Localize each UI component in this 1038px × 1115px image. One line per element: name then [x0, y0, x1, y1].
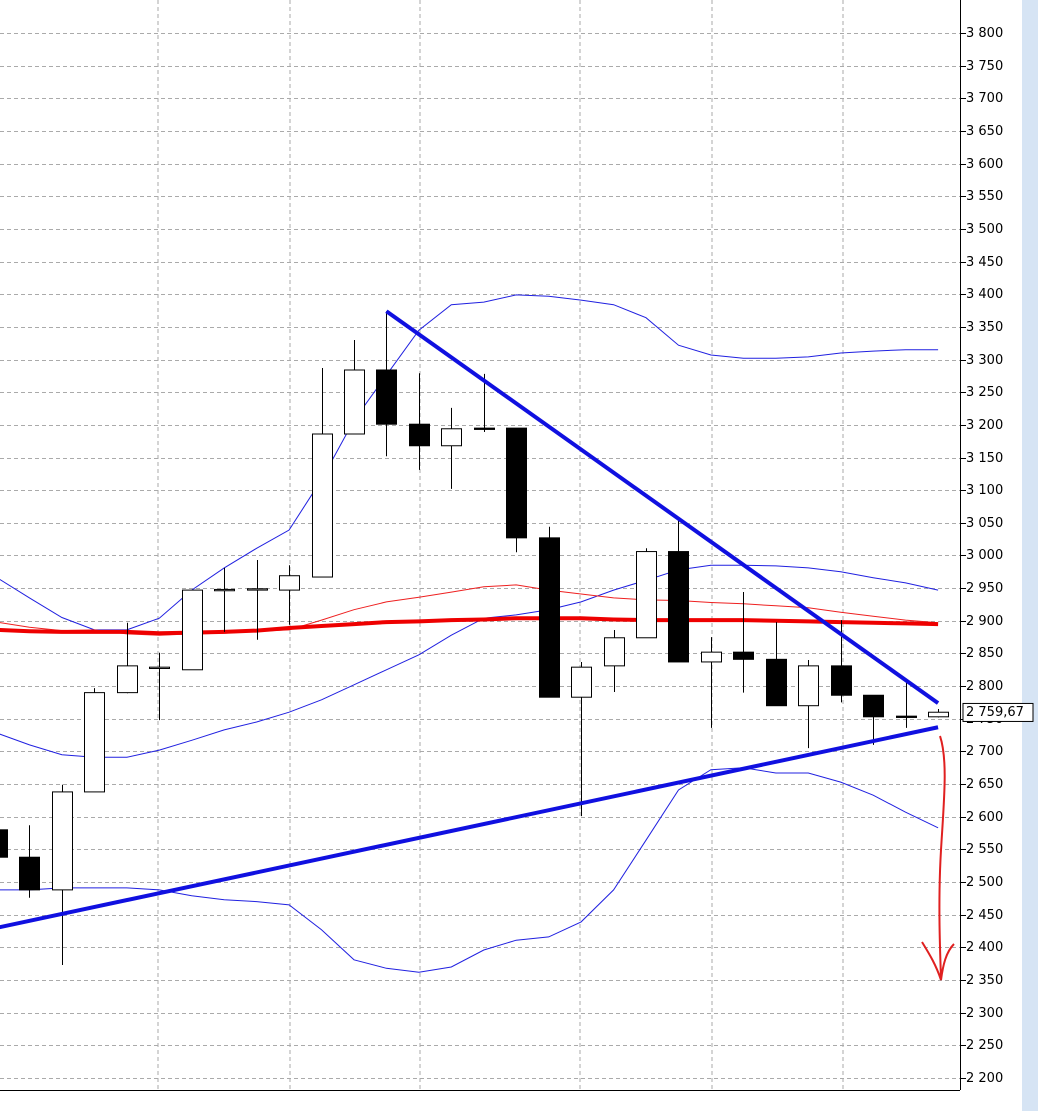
y-tick-label: 2 500: [966, 875, 1003, 890]
indicator-line: [0, 767, 939, 973]
y-tick-label: 2 350: [966, 973, 1003, 988]
y-tick-label: 2 800: [966, 679, 1003, 694]
candle-body: [733, 651, 754, 660]
layer: [0, 33, 960, 1079]
candle-body: [84, 692, 105, 793]
y-tick-label: 2 900: [966, 614, 1003, 629]
candle-body: [376, 369, 397, 425]
y-tick-label: 2 700: [966, 744, 1003, 759]
candle-body: [896, 715, 917, 718]
y-tick-label: 3 350: [966, 320, 1003, 335]
y-tick-label: 3 700: [966, 91, 1003, 106]
y-tick-label: 3 000: [966, 548, 1003, 563]
y-tick-label: 3 400: [966, 287, 1003, 302]
candle-body: [182, 589, 203, 671]
candle-body: [214, 588, 235, 592]
indicator-line: [0, 616, 939, 636]
candle-body: [344, 369, 365, 435]
candle-body: [668, 551, 689, 663]
candle-body: [506, 427, 527, 539]
y-tick-label: 2 450: [966, 908, 1003, 923]
candle-body: [474, 427, 495, 430]
candle-body: [831, 665, 852, 696]
last-price-box: [962, 702, 1034, 722]
y-tick-label: 3 450: [966, 255, 1003, 270]
y-tick-label: 2 550: [966, 842, 1003, 857]
y-tick-label: 2 600: [966, 810, 1003, 825]
candle-body: [279, 575, 300, 591]
y-tick-label: 2 200: [966, 1071, 1003, 1086]
trend-line: [0, 725, 939, 930]
y-tick-label: 3 650: [966, 124, 1003, 139]
y-tick-label: 3 550: [966, 189, 1003, 204]
indicator-line: [0, 294, 939, 631]
candle-body: [149, 666, 170, 669]
y-tick-label: 2 300: [966, 1006, 1003, 1021]
candle-body: [539, 537, 560, 698]
candle-body: [766, 658, 787, 707]
candle-body: [247, 588, 268, 591]
side-strip: [1022, 0, 1038, 1111]
candle-body: [604, 637, 625, 667]
hand-drawn-arrow: [921, 735, 955, 981]
y-tick-label: 3 800: [966, 26, 1003, 41]
y-tick-label: 2 850: [966, 646, 1003, 661]
y-tick-label: 2 650: [966, 777, 1003, 792]
candle-body: [441, 428, 462, 447]
indicator-line: [0, 564, 939, 758]
plot-area: [0, 0, 960, 1090]
y-tick-label: 3 600: [966, 157, 1003, 172]
y-tick-label: 3 500: [966, 222, 1003, 237]
candle-body: [701, 651, 722, 663]
candle-body: [117, 665, 138, 694]
candle-body: [636, 551, 657, 639]
y-tick-label: 2 400: [966, 940, 1003, 955]
candle-body: [0, 829, 8, 858]
candle-body: [571, 666, 592, 698]
y-tick-label: 3 250: [966, 385, 1003, 400]
y-tick-label: 3 750: [966, 59, 1003, 74]
candle-body: [863, 694, 884, 718]
candle-body: [312, 433, 333, 578]
y-tick-label: 2 950: [966, 581, 1003, 596]
candle-body: [409, 423, 430, 447]
y-tick-label: 3 100: [966, 483, 1003, 498]
y-tick-label: 3 300: [966, 353, 1003, 368]
y-tick-label: 2 250: [966, 1038, 1003, 1053]
trend-line: [385, 309, 940, 705]
candle-body: [52, 791, 73, 891]
y-tick-label: 3 050: [966, 516, 1003, 531]
candle-body: [798, 665, 819, 707]
y-tick-label: 3 200: [966, 418, 1003, 433]
candle-body: [928, 711, 949, 718]
y-tick-label: 3 150: [966, 451, 1003, 466]
candle-body: [19, 856, 40, 891]
last-price-label: 2 759,67: [966, 705, 1024, 720]
